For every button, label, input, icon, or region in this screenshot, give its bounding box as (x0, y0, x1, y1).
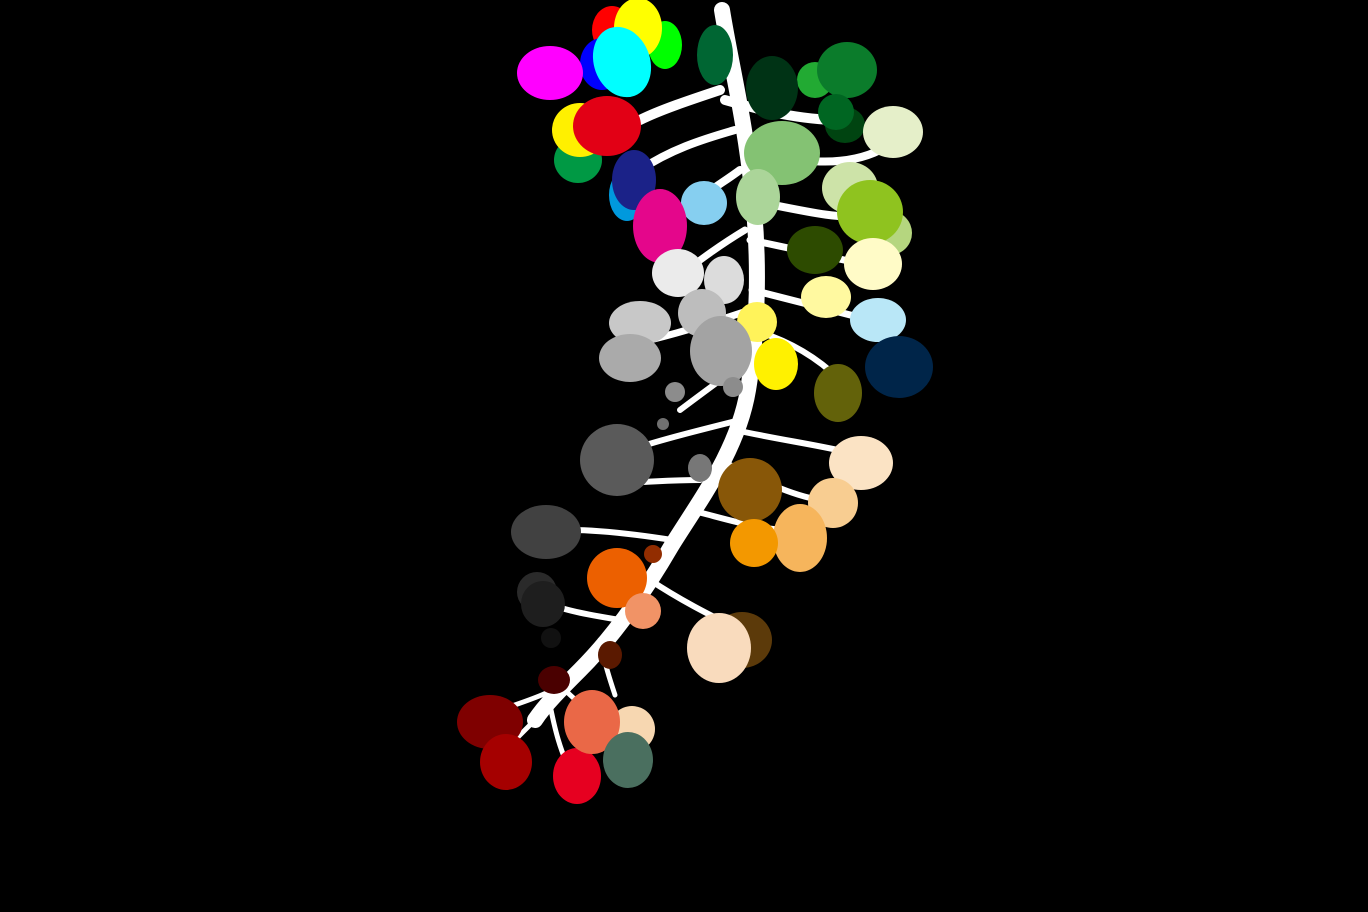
berry (599, 334, 661, 382)
berry (480, 734, 532, 790)
berry (818, 94, 854, 130)
berry (538, 666, 570, 694)
berry (718, 458, 782, 522)
berry (697, 25, 733, 85)
berry (633, 189, 687, 263)
stem-branch (635, 85, 725, 125)
berry (644, 545, 662, 563)
stem-branch (637, 477, 703, 485)
berry (681, 181, 727, 225)
berry (773, 504, 827, 572)
berry (511, 505, 581, 559)
berry (754, 338, 798, 390)
berry (723, 377, 743, 397)
berry (521, 581, 565, 627)
berry (657, 418, 669, 430)
berry (837, 180, 903, 244)
berry (808, 478, 858, 528)
berry (665, 382, 685, 402)
berry (704, 256, 744, 304)
berry (687, 613, 751, 683)
berry (603, 732, 653, 788)
berry (817, 42, 877, 98)
berry (844, 238, 902, 290)
berry (573, 96, 641, 156)
berry (580, 424, 654, 496)
berry (517, 46, 583, 100)
berry (609, 301, 671, 345)
berry (612, 150, 656, 210)
berry (587, 548, 647, 608)
berry (829, 436, 893, 490)
berry (865, 336, 933, 398)
berry (688, 454, 712, 482)
berry (553, 748, 601, 804)
berry (598, 641, 622, 669)
berry (744, 121, 820, 185)
berry (863, 106, 923, 158)
berry (850, 298, 906, 342)
berries (457, 0, 933, 804)
berry (801, 276, 851, 318)
berry (746, 56, 798, 120)
berry (736, 169, 780, 225)
berry (730, 519, 778, 567)
berry (652, 249, 704, 297)
berry (625, 593, 661, 629)
berry (541, 628, 561, 648)
berry (787, 226, 843, 274)
berry (814, 364, 862, 422)
berry (690, 316, 752, 386)
berry (564, 690, 620, 754)
berry (592, 26, 652, 98)
